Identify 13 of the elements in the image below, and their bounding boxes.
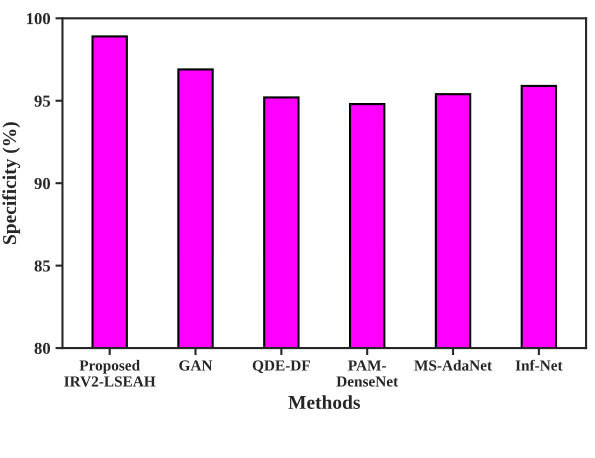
x-tick-label: PAM- DenseNet	[336, 360, 398, 387]
y-tick-label: 85	[34, 260, 50, 272]
y-axis-title: Specificity (%)	[2, 122, 20, 244]
y-tick-label: 80	[34, 342, 50, 354]
x-axis-title: Methods	[288, 395, 360, 409]
y-tick-label: 95	[34, 96, 50, 107]
x-tick-label: GAN	[179, 360, 212, 371]
x-tick-label: Inf-Net	[516, 360, 563, 371]
y-tick-label: 90	[34, 178, 50, 190]
x-tick-label: MS-AdaNet	[414, 360, 492, 371]
x-tick-label: QDE-DF	[252, 360, 310, 373]
y-tick-label: 100	[27, 13, 50, 24]
x-tick-label: Proposed IRV2-LSEAH	[64, 360, 156, 387]
